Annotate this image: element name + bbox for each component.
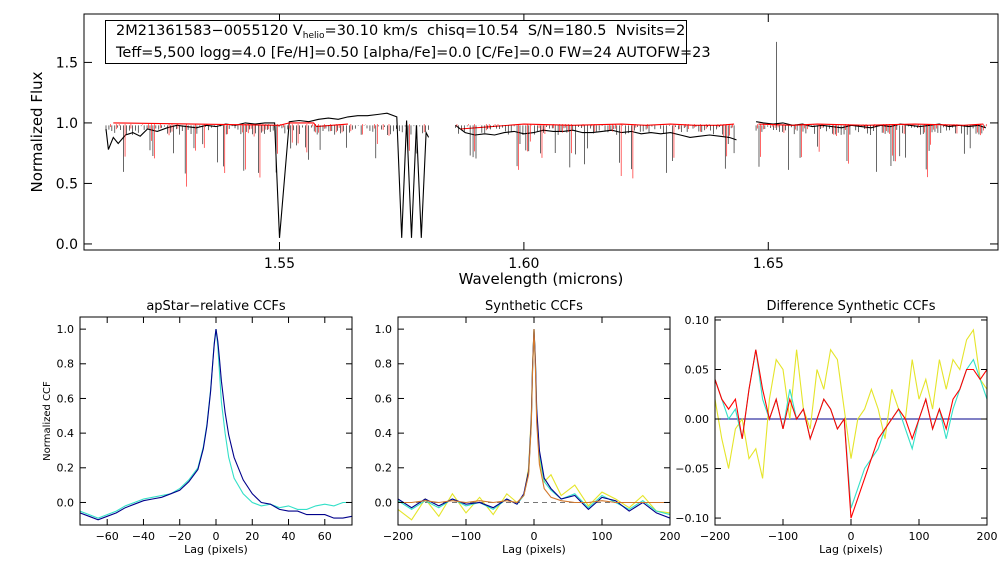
spectrum-series-group (105, 112, 986, 238)
apstar_ccf-xtick-label: −60 (96, 530, 119, 543)
diff_ccf-series-line-3 (715, 349, 987, 519)
apstar_ccf-ytick-label: 0.0 (57, 496, 75, 509)
fit-stats: chisq=10.54 S/N=180.5 Nvisits=2 (417, 23, 686, 39)
apstar_ccf-ytick-label: 0.8 (57, 358, 75, 371)
info-line-2: Teff=5,500 logg=4.0 [Fe/H]=0.50 [alpha/F… (116, 45, 711, 61)
apstar_ccf-ytick-label: 1.0 (57, 323, 75, 336)
spectrum-series-line-0 (105, 112, 430, 238)
synthetic_ccf-ytick-label: 0.4 (375, 427, 393, 440)
synthetic_ccf-ytick-label: 0.6 (375, 392, 393, 405)
synthetic_ccf-series-line-2 (398, 329, 670, 516)
spectrum-plot: 1.55 1.60 1.65 0.0 0.5 1.0 1.5 Wavelength (micr… (28, 13, 999, 288)
synthetic_ccf-series-group (398, 329, 670, 521)
synthetic_ccf-xtick-label: 100 (592, 530, 613, 543)
spectrum-series-line-3 (113, 122, 348, 128)
synthetic_ccf-ytick-label: 0.2 (375, 462, 393, 475)
synthetic_ccf-frame (397, 316, 671, 526)
spectrum-xtick-label: 1.55 (264, 256, 295, 272)
synthetic_ccf-xtick-label: −200 (383, 530, 413, 543)
diff_ccf-ytick-label: −0.10 (675, 512, 709, 525)
diff_ccf-ytick-label: −0.05 (675, 462, 709, 475)
diff_ccf-xtick-label: −100 (768, 530, 798, 543)
apstar_ccf-title: apStar−relative CCFs (146, 299, 286, 314)
diff_ccf-series-line-1 (715, 328, 987, 479)
apstar_ccf-ylabel: Normalized CCF (42, 381, 53, 461)
synthetic_ccf-xlabel: Lag (pixels) (502, 543, 566, 556)
apstar_ccf-series-group (80, 329, 352, 521)
synthetic_ccf-plot: −200 −100 0 100 200 0.0 0.2 0.4 0.6 0.8 1.0 Lag (pi… (375, 299, 681, 556)
spectrum-info-box: 2M21361583−0055120 Vhelio=30.10 km/s chi… (105, 20, 711, 64)
spectrum-ytick-label: 1.5 (56, 55, 78, 71)
spectrum-ylabel: Normalized Flux (28, 71, 46, 192)
apstar_ccf-ytick-label: 0.2 (57, 462, 75, 475)
synthetic_ccf-ytick-label: 1.0 (375, 323, 393, 336)
diff_ccf-series-group (715, 328, 987, 519)
diff_ccf-xlabel: Lag (pixels) (819, 543, 883, 556)
info-line-1: 2M21361583−0055120 Vhelio=30.10 km/s chi… (116, 23, 686, 45)
apstar_ccf-xtick-label: −20 (168, 530, 191, 543)
spectrum-ytick-label: 0.0 (56, 237, 78, 253)
apstar_ccf-frame (79, 316, 353, 526)
diff_ccf-ytick-label: 0.10 (685, 314, 710, 327)
synthetic_ccf-ytick-label: 0.0 (375, 496, 393, 509)
spectrum-frame (83, 13, 999, 251)
synthetic_ccf-ytick-label: 0.8 (375, 358, 393, 371)
synthetic_ccf-xtick-label: −100 (451, 530, 481, 543)
synthetic_ccf-title: Synthetic CCFs (485, 299, 583, 314)
star-id: 2M21361583−0055120 (116, 23, 289, 39)
apstar_ccf-xtick-label: 0 (213, 530, 220, 543)
spectrum-ytick-label: 1.0 (56, 116, 78, 132)
apstar_ccf-xtick-label: −40 (132, 530, 155, 543)
synthetic_ccf-series-line-3 (398, 329, 670, 519)
spectrum-line-features (105, 41, 987, 187)
diff_ccf-xtick-label: 0 (848, 530, 855, 543)
vhelio-label: V (292, 23, 303, 39)
apstar_ccf-series-line-1 (80, 329, 352, 521)
apstar_ccf-plot: −60 −40 −20 0 20 40 60 0.0 0.2 0.4 0.6 0.8 1.0 Lag (p… (42, 299, 353, 556)
vhelio-subscript: helio (302, 31, 325, 41)
apstar_ccf-xtick-label: 40 (282, 530, 296, 543)
diff_ccf-series-line-2 (715, 349, 987, 509)
diff_ccf-ytick-label: 0.05 (685, 363, 710, 376)
apstar_ccf-xtick-label: 20 (245, 530, 259, 543)
apstar_ccf-ytick-label: 0.4 (57, 427, 75, 440)
spectrum-xlabel: Wavelength (microns) (459, 270, 624, 288)
synthetic_ccf-xtick-label: 200 (660, 530, 681, 543)
spectrum-series-line-1 (455, 124, 737, 141)
synthetic_ccf-series-line-1 (398, 329, 670, 521)
diff_ccf-title: Difference Synthetic CCFs (766, 299, 935, 314)
apstar_ccf-xtick-label: 60 (318, 530, 332, 543)
diff_ccf-xtick-label: 100 (909, 530, 930, 543)
synthetic_ccf-series-line-4 (398, 329, 670, 504)
apstar_ccf-series-line-0 (80, 329, 352, 519)
diff_ccf-frame (714, 316, 988, 526)
diff_ccf-plot: −200 −100 0 100 200 −0.10 −0.05 0.00 0.05 0.10 Lag… (675, 299, 997, 556)
spectrum-series-line-4 (460, 123, 735, 130)
apstar_ccf-xlabel: Lag (pixels) (184, 543, 248, 556)
spectrum-xtick-label: 1.65 (753, 256, 784, 272)
vhelio-value: =30.10 km/s (324, 23, 418, 39)
spectrum-xtick-label: 1.60 (508, 256, 539, 272)
apstar_ccf-ytick-label: 0.6 (57, 392, 75, 405)
synthetic_ccf-xtick-label: 0 (531, 530, 538, 543)
spectrum-ytick-label: 0.5 (56, 176, 78, 192)
diff_ccf-xtick-label: −200 (700, 530, 730, 543)
diff_ccf-xtick-label: 200 (977, 530, 998, 543)
diff_ccf-ytick-label: 0.00 (685, 413, 710, 426)
